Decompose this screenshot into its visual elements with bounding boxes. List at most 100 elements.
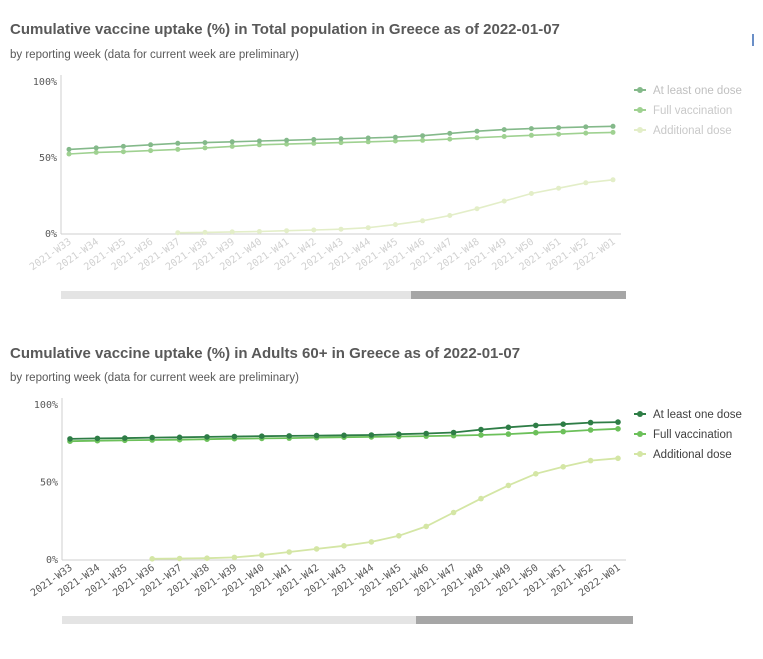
data-point[interactable]: [286, 549, 293, 555]
data-point[interactable]: [66, 151, 72, 157]
data-point[interactable]: [528, 132, 534, 138]
data-point[interactable]: [556, 185, 562, 191]
data-point[interactable]: [392, 222, 398, 228]
data-point[interactable]: [556, 131, 562, 137]
data-point[interactable]: [396, 533, 402, 539]
data-point[interactable]: [505, 431, 512, 437]
data-point[interactable]: [148, 148, 154, 154]
data-point[interactable]: [368, 539, 375, 545]
data-point[interactable]: [423, 430, 430, 437]
data-point[interactable]: [587, 427, 594, 433]
data-point[interactable]: [501, 127, 507, 133]
data-point[interactable]: [313, 546, 320, 552]
data-point[interactable]: [93, 149, 99, 155]
data-point[interactable]: [231, 554, 238, 561]
data-point[interactable]: [175, 230, 181, 236]
data-point[interactable]: [341, 432, 347, 439]
data-point[interactable]: [392, 138, 398, 144]
data-point[interactable]: [284, 228, 290, 234]
data-point[interactable]: [120, 149, 126, 155]
data-point[interactable]: [284, 141, 290, 147]
legend-item-additional-dose[interactable]: Additional dose: [634, 121, 742, 141]
data-point[interactable]: [474, 135, 480, 141]
legend-item-at-least-one-dose[interactable]: At least one dose: [634, 81, 742, 101]
data-point[interactable]: [149, 556, 155, 562]
horizontal-scrollbar-track[interactable]: [61, 291, 626, 299]
data-point[interactable]: [533, 471, 539, 477]
data-point[interactable]: [450, 509, 457, 516]
data-point[interactable]: [587, 419, 594, 426]
legend-item-at-least-one-dose[interactable]: At least one dose: [634, 405, 742, 425]
data-point[interactable]: [229, 229, 235, 235]
data-point[interactable]: [478, 426, 484, 433]
data-point[interactable]: [478, 432, 484, 438]
data-point[interactable]: [94, 435, 101, 442]
data-point[interactable]: [148, 142, 154, 148]
data-point[interactable]: [365, 135, 371, 141]
data-point[interactable]: [505, 482, 512, 489]
data-point[interactable]: [175, 146, 181, 152]
data-point[interactable]: [420, 137, 426, 143]
data-point[interactable]: [338, 226, 344, 232]
data-point[interactable]: [149, 434, 155, 441]
data-point[interactable]: [202, 145, 208, 151]
data-point[interactable]: [583, 130, 589, 136]
data-point[interactable]: [313, 432, 320, 439]
legend-item-full-vaccination[interactable]: Full vaccination: [634, 101, 742, 121]
data-point[interactable]: [615, 426, 621, 432]
data-point[interactable]: [176, 555, 183, 562]
data-point[interactable]: [229, 143, 235, 149]
data-point[interactable]: [229, 139, 235, 145]
legend-item-additional-dose[interactable]: Additional dose: [634, 445, 742, 465]
data-point[interactable]: [66, 146, 72, 152]
data-point[interactable]: [202, 140, 208, 146]
data-point[interactable]: [501, 134, 507, 139]
data-point[interactable]: [311, 137, 317, 142]
data-point[interactable]: [478, 495, 484, 502]
data-point[interactable]: [610, 129, 616, 135]
data-point[interactable]: [256, 229, 262, 234]
data-point[interactable]: [533, 422, 539, 429]
data-point[interactable]: [256, 138, 262, 144]
data-point[interactable]: [392, 134, 398, 140]
data-point[interactable]: [447, 213, 453, 218]
data-point[interactable]: [120, 143, 126, 149]
data-point[interactable]: [583, 124, 589, 130]
data-point[interactable]: [365, 139, 371, 145]
data-point[interactable]: [368, 432, 375, 438]
data-point[interactable]: [447, 130, 453, 136]
data-point[interactable]: [286, 433, 293, 439]
data-point[interactable]: [284, 137, 290, 143]
data-point[interactable]: [501, 198, 507, 204]
data-point[interactable]: [256, 142, 262, 148]
data-point[interactable]: [259, 433, 265, 439]
horizontal-scrollbar-thumb[interactable]: [416, 616, 633, 624]
data-point[interactable]: [423, 523, 430, 530]
data-point[interactable]: [122, 435, 128, 441]
data-point[interactable]: [528, 126, 534, 132]
data-point[interactable]: [396, 431, 402, 437]
data-point[interactable]: [202, 229, 208, 235]
data-point[interactable]: [474, 128, 480, 134]
data-point[interactable]: [450, 429, 457, 436]
data-point[interactable]: [67, 436, 73, 442]
data-point[interactable]: [583, 180, 589, 186]
data-point[interactable]: [560, 464, 566, 470]
data-point[interactable]: [587, 457, 594, 464]
horizontal-scrollbar-track[interactable]: [62, 616, 633, 624]
data-point[interactable]: [176, 434, 183, 441]
data-point[interactable]: [338, 136, 344, 142]
data-point[interactable]: [338, 140, 344, 146]
data-point[interactable]: [560, 421, 566, 427]
data-point[interactable]: [533, 429, 539, 436]
data-point[interactable]: [311, 227, 317, 233]
data-point[interactable]: [615, 455, 621, 462]
data-point[interactable]: [560, 428, 566, 435]
data-point[interactable]: [528, 191, 534, 196]
data-point[interactable]: [420, 133, 426, 139]
data-point[interactable]: [341, 543, 347, 549]
data-point[interactable]: [311, 140, 317, 146]
data-point[interactable]: [231, 433, 238, 440]
data-point[interactable]: [610, 177, 616, 183]
data-point[interactable]: [610, 123, 616, 129]
